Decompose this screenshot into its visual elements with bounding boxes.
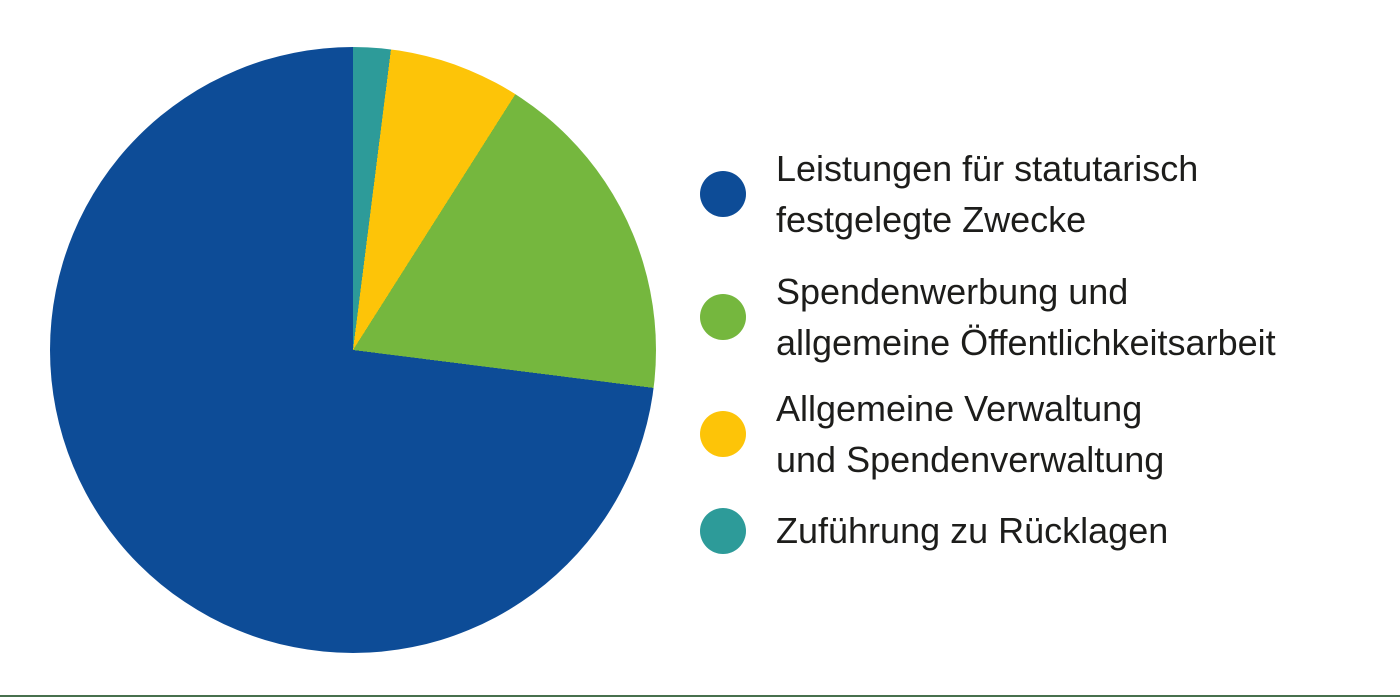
legend-label-line: Spendenwerbung und: [776, 271, 1129, 312]
legend-label: Leistungen für statutarisch festgelegte …: [776, 143, 1198, 245]
legend-swatch-green-circle-icon: [700, 294, 746, 340]
legend-item: Zuführung zu Rücklagen: [700, 505, 1168, 556]
legend-swatch-yellow-circle-icon: [700, 411, 746, 457]
legend-swatch-blue-circle-icon: [700, 171, 746, 217]
legend-item: Spendenwerbung und allgemeine Öffentlich…: [700, 266, 1276, 368]
legend-label-line: allgemeine Öffentlichkeitsarbeit: [776, 322, 1276, 363]
legend-swatch-teal-circle-icon: [700, 507, 746, 554]
legend-item: Leistungen für statutarisch festgelegte …: [700, 143, 1198, 245]
legend-label-line: Allgemeine Verwaltung: [776, 388, 1143, 429]
legend-label-line: und Spendenverwaltung: [776, 439, 1165, 480]
page-divider: [0, 695, 1400, 697]
legend-item: Allgemeine Verwaltung und Spendenverwalt…: [700, 383, 1164, 485]
legend-label: Allgemeine Verwaltung und Spendenverwalt…: [776, 383, 1164, 485]
pie-chart: [50, 47, 656, 653]
legend-label: Spendenwerbung und allgemeine Öffentlich…: [776, 266, 1276, 368]
legend-label-line: Zuführung zu Rücklagen: [776, 510, 1169, 551]
legend-label: Zuführung zu Rücklagen: [776, 505, 1168, 556]
legend-label-line: Leistungen für statutarisch: [776, 148, 1199, 189]
legend-label-line: festgelegte Zwecke: [776, 199, 1087, 240]
